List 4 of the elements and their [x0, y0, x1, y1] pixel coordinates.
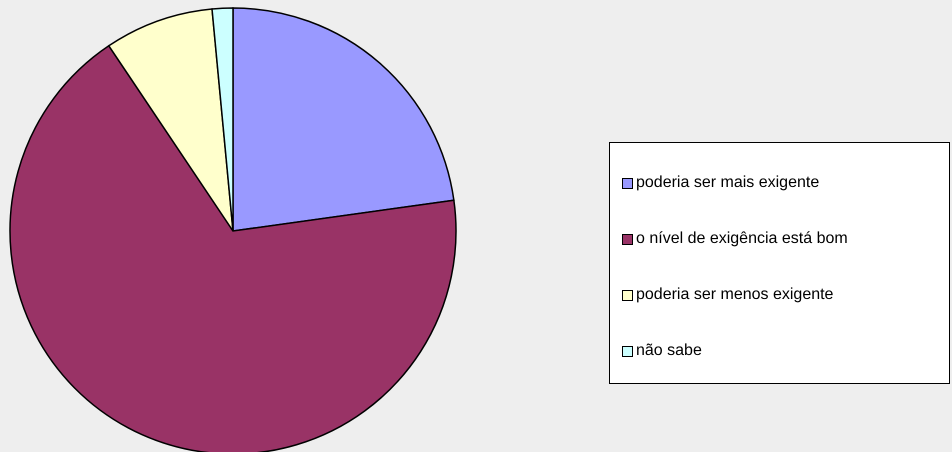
legend-label: o nível de exigência está bom	[636, 230, 848, 248]
legend-label: poderia ser menos exigente	[636, 286, 834, 304]
legend-label: não sabe	[636, 342, 702, 360]
legend-label: poderia ser mais exigente	[636, 174, 820, 192]
